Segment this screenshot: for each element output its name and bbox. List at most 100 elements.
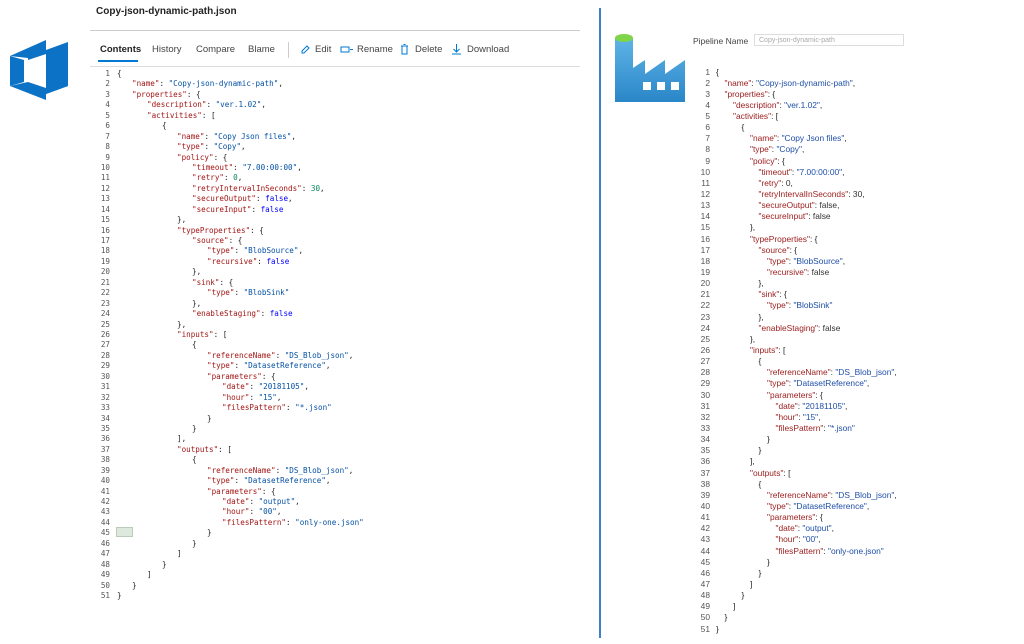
code-token: :	[260, 309, 266, 319]
code-token: "DS_Blob_json"	[835, 367, 895, 378]
code-token: {	[716, 478, 762, 489]
code-line: },	[716, 222, 755, 233]
tab[interactable]: Blame	[248, 44, 275, 55]
code-token: ,	[297, 162, 302, 172]
code-token	[716, 490, 767, 500]
action-button[interactable]: Delete	[415, 44, 443, 55]
code-token	[716, 412, 776, 422]
code-token: {	[817, 389, 823, 400]
code-token: "retryIntervalInSeconds"	[758, 189, 849, 200]
code-line: "sink": {	[117, 278, 233, 288]
separator	[288, 42, 289, 58]
line-number: 6	[105, 121, 110, 131]
code-line: "referenceName": "DS_Blob_json",	[716, 367, 897, 378]
code-token: "type"	[207, 361, 235, 371]
code-line: "retryIntervalInSeconds": 30,	[716, 189, 865, 200]
code-token	[117, 278, 192, 287]
code-token: :	[251, 204, 257, 214]
code-line: }	[117, 528, 212, 538]
line-number: 27	[100, 340, 110, 350]
code-token: :	[779, 289, 782, 300]
code-token: }	[716, 445, 762, 456]
code-line: "description": "ver.1.02",	[117, 100, 266, 110]
code-line: "type": "DatasetReference",	[716, 378, 869, 389]
code-token: :	[224, 173, 229, 183]
code-top-rule	[90, 66, 580, 67]
action-button[interactable]: Edit	[315, 44, 332, 55]
code-token: "referenceName"	[767, 489, 831, 500]
code-token	[117, 205, 192, 214]
code-token: :	[797, 523, 801, 534]
code-token: false	[811, 267, 830, 278]
code-token: ,	[276, 392, 282, 402]
line-number: 24	[100, 309, 110, 319]
code-token: "Copy Json files"	[781, 133, 845, 144]
line-number: 30	[100, 371, 110, 381]
code-token: :	[206, 100, 212, 110]
code-token: "secureOutput"	[192, 194, 257, 204]
line-number: 20	[100, 267, 110, 277]
code-line: "recursive": false	[117, 257, 289, 267]
code-token: {	[224, 277, 234, 287]
code-token: "Copy-json-dynamic-path"	[756, 77, 853, 88]
code-token: "description"	[147, 100, 207, 110]
code-token: :	[789, 244, 792, 255]
line-number: 30	[700, 389, 710, 400]
file-title: Copy-json-dynamic-path.json	[96, 6, 237, 17]
code-line: "sink": {	[716, 289, 787, 300]
line-number: 36	[700, 456, 710, 467]
code-token: "only-one.json"	[828, 545, 884, 556]
code-token	[117, 236, 192, 245]
rename-icon	[340, 46, 353, 53]
code-line: "hour": "00",	[117, 507, 281, 517]
code-line: "properties": {	[117, 90, 201, 100]
code-token: "*.json"	[295, 403, 332, 413]
line-number: 28	[700, 367, 710, 378]
line-number: 42	[700, 523, 710, 534]
line-number: 21	[700, 289, 710, 300]
code-token: [	[780, 345, 786, 355]
code-token: ,	[801, 144, 805, 155]
code-token: :	[250, 225, 255, 235]
code-token: "20181105"	[802, 400, 845, 411]
code-token: :	[788, 500, 792, 511]
code-token	[117, 132, 177, 141]
tab[interactable]: Compare	[196, 44, 236, 55]
line-number: 33	[700, 422, 710, 433]
code-token: }	[117, 528, 212, 538]
code-token: }	[716, 434, 770, 445]
code-line: "timeout": "7.00:00:00",	[716, 167, 845, 178]
code-token	[117, 382, 222, 391]
code-token	[117, 246, 207, 255]
code-token: :	[275, 465, 281, 475]
code-token: :	[218, 444, 223, 454]
action-button[interactable]: Rename	[357, 44, 393, 55]
code-line: }	[716, 612, 728, 623]
code-line: "parameters": {	[117, 487, 276, 497]
tab[interactable]: Contents	[100, 44, 142, 55]
code-line: "name": "Copy-json-dynamic-path",	[716, 77, 856, 89]
line-number: 34	[700, 434, 710, 445]
code-token: },	[716, 222, 756, 233]
pipeline-name-input[interactable]: Copy-json-dynamic-path	[754, 34, 904, 46]
code-token: "date"	[775, 400, 798, 411]
code-token: :	[798, 534, 801, 545]
line-number: 11	[701, 177, 710, 188]
line-number: 22	[100, 288, 110, 298]
tab[interactable]: History	[152, 44, 182, 55]
code-token	[716, 156, 750, 166]
tab-underline	[98, 60, 138, 62]
code-token: "date"	[222, 497, 250, 507]
line-number: 16	[700, 233, 710, 244]
code-token: :	[233, 162, 238, 172]
code-token: {	[117, 455, 197, 465]
line-number: 12	[100, 183, 110, 193]
line-number: 38	[700, 478, 710, 489]
line-number: 45	[700, 556, 710, 567]
code-line: },	[117, 299, 201, 309]
code-line: {	[117, 340, 197, 350]
action-button[interactable]: Download	[467, 44, 510, 55]
line-number: 48	[100, 559, 110, 569]
code-token: "description"	[733, 99, 780, 110]
